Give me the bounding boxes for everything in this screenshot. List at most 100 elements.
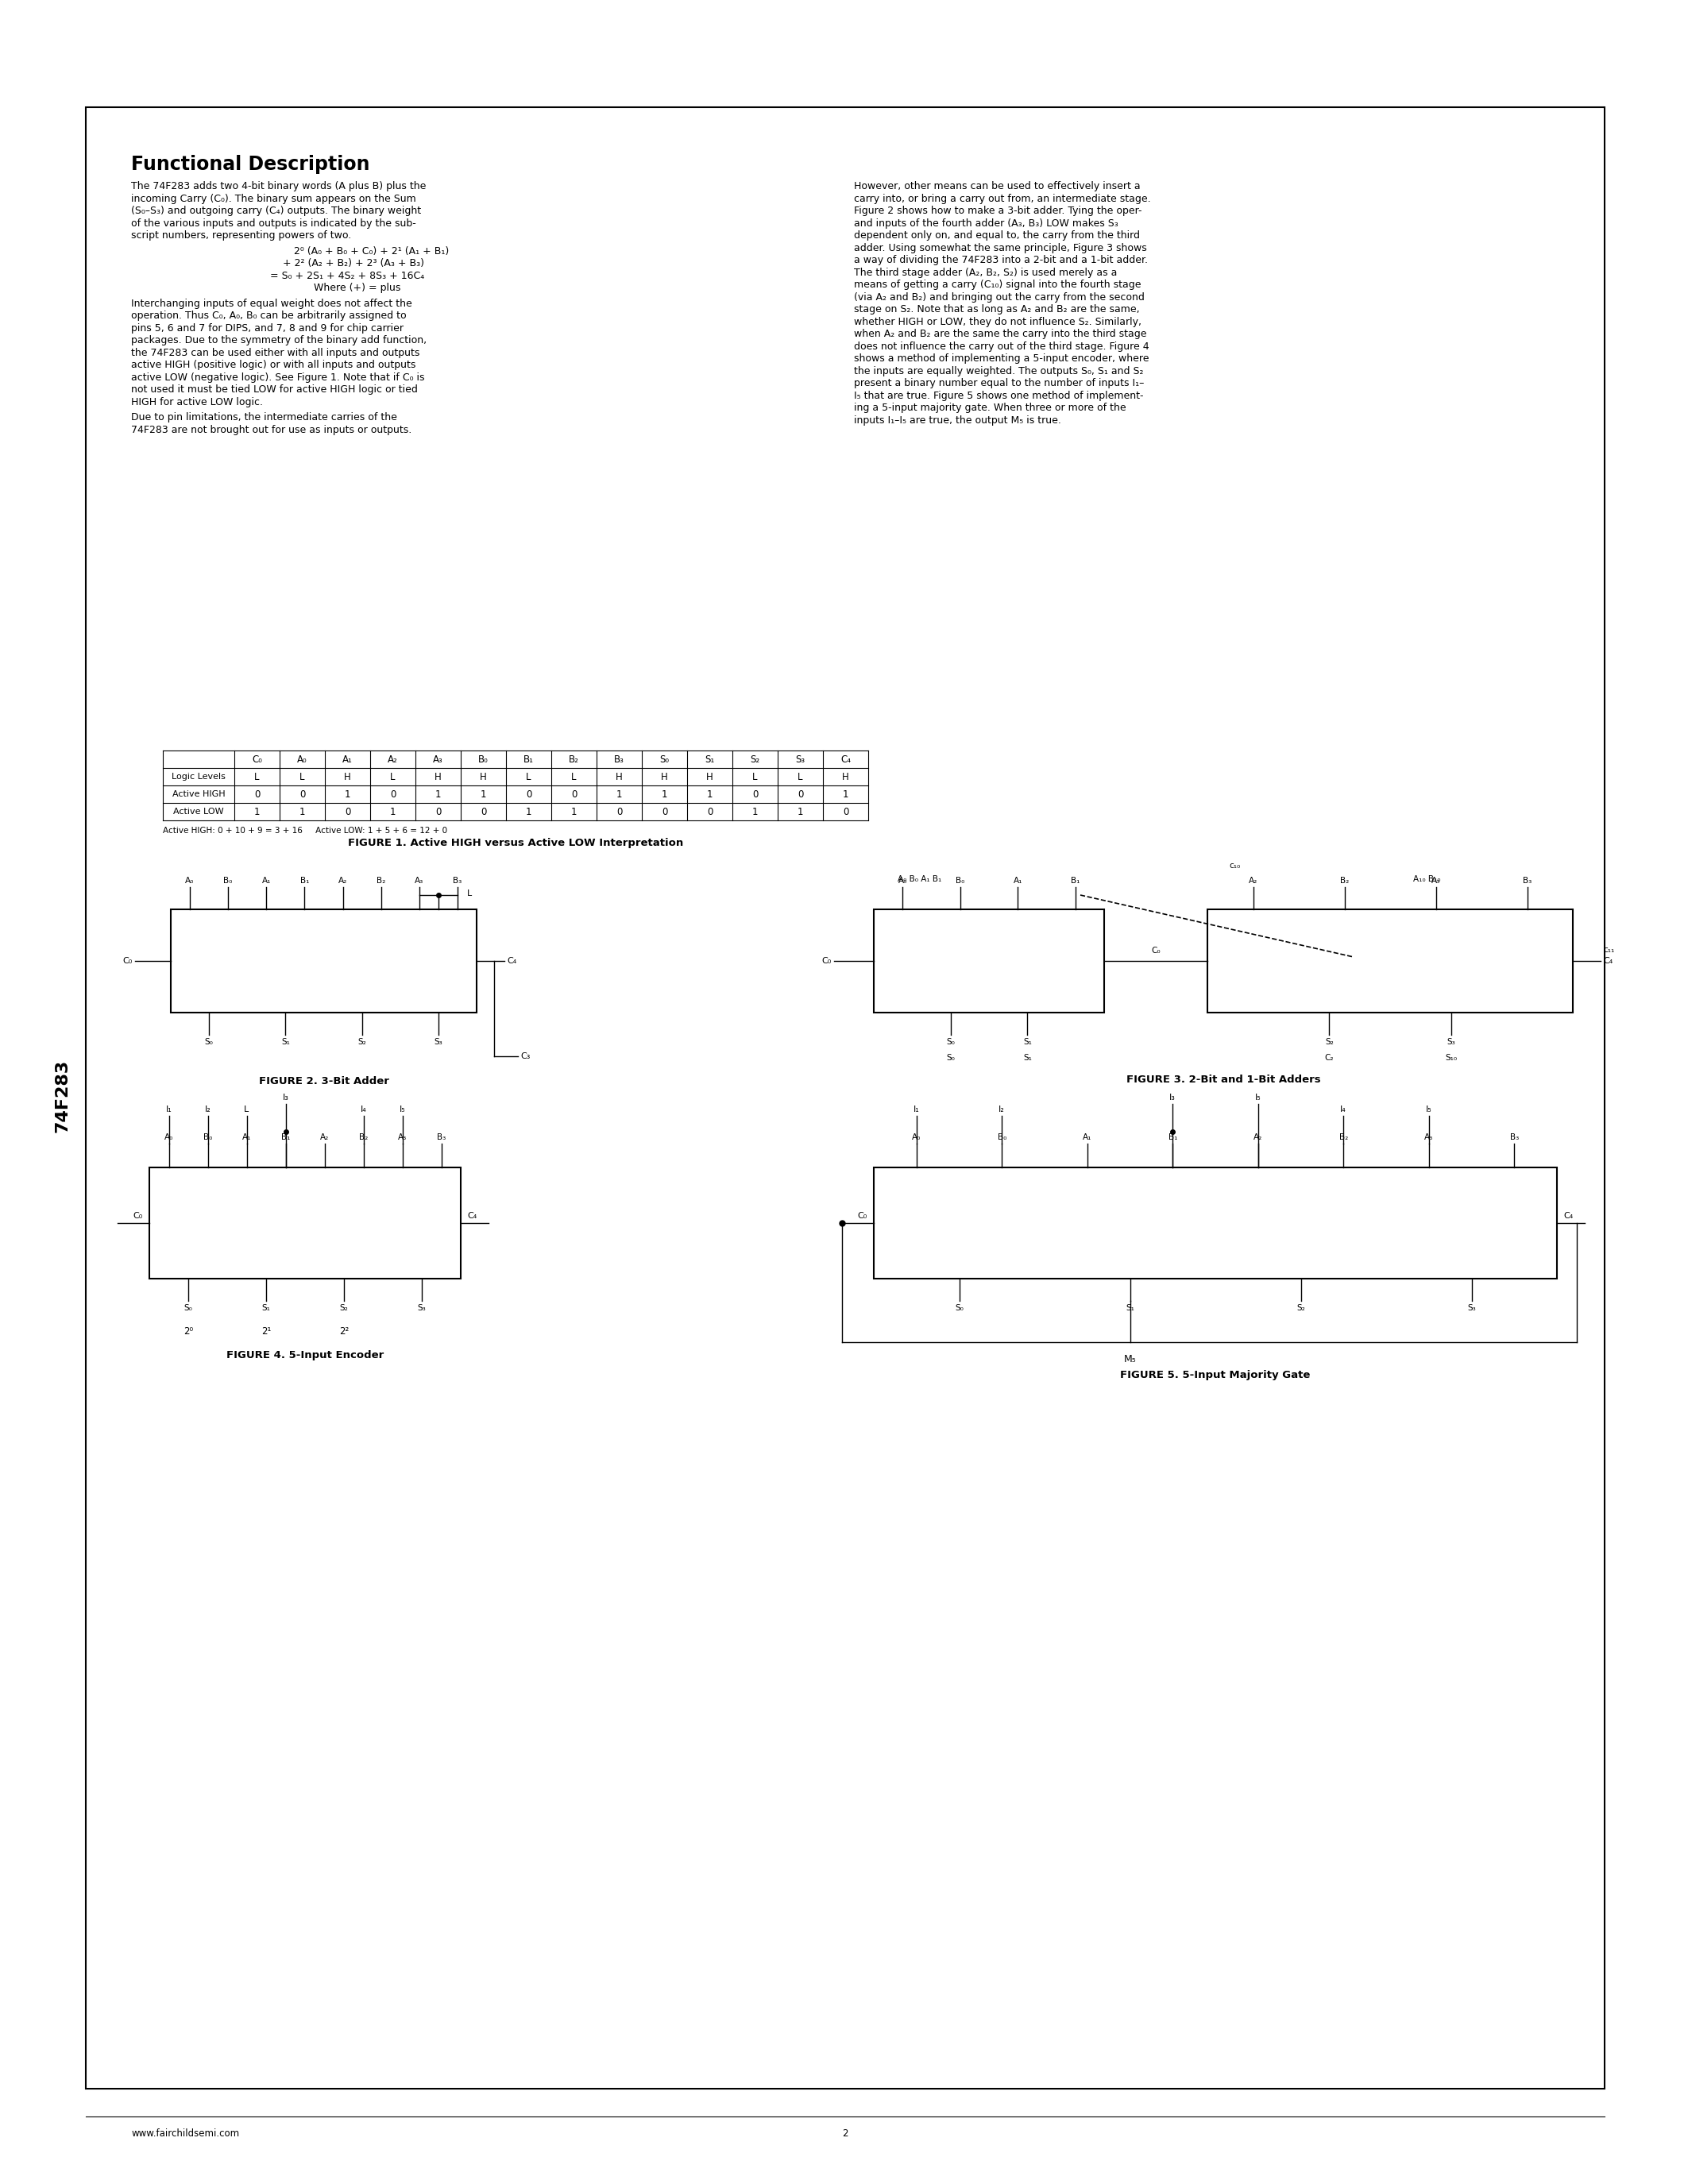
Text: B₀: B₀ (955, 876, 966, 885)
Text: 0: 0 (662, 806, 667, 817)
Bar (170, 909, 476, 1013)
Text: H: H (706, 771, 714, 782)
Text: dependent only on, and equal to, the carry from the third: dependent only on, and equal to, the car… (854, 229, 1139, 240)
Text: A₂: A₂ (338, 876, 348, 885)
Text: A₃: A₃ (1431, 876, 1440, 885)
Text: c₁₁: c₁₁ (1604, 946, 1614, 954)
Text: whether HIGH or LOW, they do not influence S₂. Similarly,: whether HIGH or LOW, they do not influen… (854, 317, 1141, 328)
Text: I₃: I₃ (282, 1094, 289, 1101)
Text: 2⁰ (A₀ + B₀ + C₀) + 2¹ (A₁ + B₁): 2⁰ (A₀ + B₀ + C₀) + 2¹ (A₁ + B₁) (294, 247, 449, 256)
Text: L: L (468, 889, 473, 898)
Text: A₀ B₀ A₁ B₁: A₀ B₀ A₁ B₁ (898, 876, 942, 882)
Text: the 74F283 can be used either with all inputs and outputs: the 74F283 can be used either with all i… (132, 347, 420, 358)
Text: The third stage adder (A₂, B₂, S₂) is used merely as a: The third stage adder (A₂, B₂, S₂) is us… (854, 266, 1117, 277)
Text: S₁: S₁ (1023, 1055, 1031, 1061)
Text: S₀: S₀ (204, 1037, 213, 1046)
Text: C₀: C₀ (252, 753, 262, 764)
Text: of the various inputs and outputs is indicated by the sub-: of the various inputs and outputs is ind… (132, 218, 415, 229)
Text: 1: 1 (299, 806, 306, 817)
Text: carry into, or bring a carry out from, an intermediate stage.: carry into, or bring a carry out from, a… (854, 194, 1151, 203)
Text: C₀: C₀ (133, 1212, 143, 1221)
Bar (86, 107, 1605, 2088)
Text: 0: 0 (797, 788, 803, 799)
Text: S₀: S₀ (184, 1304, 192, 1313)
Text: 1: 1 (753, 806, 758, 817)
Text: S₃: S₃ (1467, 1304, 1475, 1313)
Text: B₁: B₁ (1168, 1133, 1177, 1142)
Text: L: L (245, 1105, 250, 1114)
Text: the inputs are equally weighted. The outputs S₀, S₁ and S₂: the inputs are equally weighted. The out… (854, 365, 1143, 376)
Text: A₂: A₂ (321, 1133, 329, 1142)
Text: adder. Using somewhat the same principle, Figure 3 shows: adder. Using somewhat the same principle… (854, 242, 1146, 253)
Text: H: H (344, 771, 351, 782)
Text: www.fairchildsemi.com: www.fairchildsemi.com (132, 2129, 240, 2138)
Text: S₀: S₀ (947, 1037, 955, 1046)
Text: I₁: I₁ (913, 1105, 920, 1114)
Text: I₂: I₂ (999, 1105, 1004, 1114)
Text: M₅: M₅ (1124, 1354, 1136, 1365)
Text: A₀: A₀ (186, 876, 194, 885)
Text: 0: 0 (436, 806, 441, 817)
Text: pins 5, 6 and 7 for DIPS, and 7, 8 and 9 for chip carrier: pins 5, 6 and 7 for DIPS, and 7, 8 and 9… (132, 323, 403, 334)
Text: A₂: A₂ (1249, 876, 1258, 885)
Text: S₂: S₂ (749, 753, 760, 764)
Text: S₃: S₃ (434, 1037, 442, 1046)
Text: 1: 1 (390, 806, 395, 817)
Text: A₀: A₀ (164, 1133, 174, 1142)
Text: B₂: B₂ (569, 753, 579, 764)
Text: 1: 1 (436, 788, 441, 799)
Text: B₂: B₂ (360, 1133, 368, 1142)
Text: The 74F283 adds two 4-bit binary words (A plus B) plus the: The 74F283 adds two 4-bit binary words (… (132, 181, 425, 192)
Text: Interchanging inputs of equal weight does not affect the: Interchanging inputs of equal weight doe… (132, 299, 412, 308)
Text: FIGURE 4. 5-Input Encoder: FIGURE 4. 5-Input Encoder (226, 1350, 383, 1361)
Text: active HIGH (positive logic) or with all inputs and outputs: active HIGH (positive logic) or with all… (132, 360, 415, 369)
Text: 0: 0 (344, 806, 351, 817)
Text: 74F283: 74F283 (54, 1059, 69, 1133)
Text: when A₂ and B₂ are the same the carry into the third stage: when A₂ and B₂ are the same the carry in… (854, 330, 1146, 339)
Text: S₃: S₃ (417, 1304, 425, 1313)
Text: 1: 1 (344, 788, 351, 799)
Text: A₀: A₀ (898, 876, 906, 885)
Text: A₃: A₃ (1425, 1133, 1433, 1142)
Text: S₁: S₁ (1126, 1304, 1134, 1313)
Text: (S₀–S₃) and outgoing carry (C₄) outputs. The binary weight: (S₀–S₃) and outgoing carry (C₄) outputs.… (132, 205, 420, 216)
Text: S₂: S₂ (1296, 1304, 1305, 1313)
Text: A₁: A₁ (262, 876, 270, 885)
Text: C₀: C₀ (822, 957, 832, 965)
Text: B₂: B₂ (1339, 1133, 1349, 1142)
Text: FIGURE 3. 2-Bit and 1-Bit Adders: FIGURE 3. 2-Bit and 1-Bit Adders (1126, 1075, 1320, 1085)
Text: A₁: A₁ (1013, 876, 1023, 885)
Text: I₅ that are true. Figure 5 shows one method of implement-: I₅ that are true. Figure 5 shows one met… (854, 391, 1143, 400)
Text: I₃: I₃ (1170, 1094, 1177, 1101)
Text: H: H (662, 771, 668, 782)
Text: = S₀ + 2S₁ + 4S₂ + 8S₃ + 16C₄: = S₀ + 2S₁ + 4S₂ + 8S₃ + 16C₄ (270, 271, 424, 282)
Text: A₁₀ B₁₀: A₁₀ B₁₀ (1413, 876, 1440, 882)
Text: 2⁰: 2⁰ (184, 1326, 192, 1337)
Text: 2¹: 2¹ (262, 1326, 272, 1337)
Text: 0: 0 (842, 806, 849, 817)
Text: Figure 2 shows how to make a 3-bit adder. Tying the oper-: Figure 2 shows how to make a 3-bit adder… (854, 205, 1141, 216)
Text: S₂: S₂ (1325, 1037, 1334, 1046)
Text: (via A₂ and B₂) and bringing out the carry from the second: (via A₂ and B₂) and bringing out the car… (854, 293, 1144, 301)
Text: B₀: B₀ (998, 1133, 1006, 1142)
Text: 1: 1 (707, 788, 712, 799)
Text: 1: 1 (616, 788, 623, 799)
Text: B₃: B₃ (452, 876, 463, 885)
Text: L: L (390, 771, 395, 782)
Text: A₂: A₂ (388, 753, 398, 764)
Text: I₅: I₅ (1256, 1094, 1261, 1101)
Text: Active HIGH: Active HIGH (172, 791, 225, 797)
Text: However, other means can be used to effectively insert a: However, other means can be used to effe… (854, 181, 1141, 192)
Text: S₁: S₁ (706, 753, 714, 764)
Text: C₃: C₃ (520, 1053, 530, 1059)
Text: 0: 0 (616, 806, 623, 817)
Text: S₀: S₀ (660, 753, 668, 764)
Text: stage on S₂. Note that as long as A₂ and B₂ are the same,: stage on S₂. Note that as long as A₂ and… (854, 304, 1139, 314)
Text: 1: 1 (525, 806, 532, 817)
Text: means of getting a carry (C₁₀) signal into the fourth stage: means of getting a carry (C₁₀) signal in… (854, 280, 1141, 290)
Text: B₀: B₀ (223, 876, 233, 885)
Text: L: L (255, 771, 260, 782)
Text: I₂: I₂ (204, 1105, 211, 1114)
Text: does not influence the carry out of the third stage. Figure 4: does not influence the carry out of the … (854, 341, 1150, 352)
Text: S₂: S₂ (358, 1037, 366, 1046)
